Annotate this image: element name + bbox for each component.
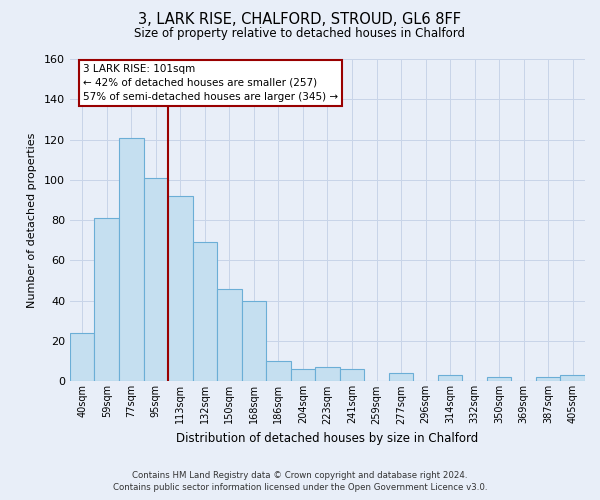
Bar [389,374,413,382]
Bar [315,368,340,382]
Bar [242,301,266,382]
Text: 3 LARK RISE: 101sqm
← 42% of detached houses are smaller (257)
57% of semi-detac: 3 LARK RISE: 101sqm ← 42% of detached ho… [83,64,338,102]
Bar [119,138,143,382]
Y-axis label: Number of detached properties: Number of detached properties [27,132,37,308]
Text: 3, LARK RISE, CHALFORD, STROUD, GL6 8FF: 3, LARK RISE, CHALFORD, STROUD, GL6 8FF [139,12,461,28]
Bar [143,178,168,382]
Bar [560,376,585,382]
Bar [438,376,463,382]
Bar [487,378,511,382]
Bar [536,378,560,382]
Bar [70,333,94,382]
Bar [217,288,242,382]
Bar [94,218,119,382]
Bar [168,196,193,382]
Bar [340,370,364,382]
Text: Contains HM Land Registry data © Crown copyright and database right 2024.
Contai: Contains HM Land Registry data © Crown c… [113,471,487,492]
Bar [266,361,290,382]
Text: Size of property relative to detached houses in Chalford: Size of property relative to detached ho… [134,28,466,40]
Bar [193,242,217,382]
X-axis label: Distribution of detached houses by size in Chalford: Distribution of detached houses by size … [176,432,479,445]
Bar [290,370,315,382]
